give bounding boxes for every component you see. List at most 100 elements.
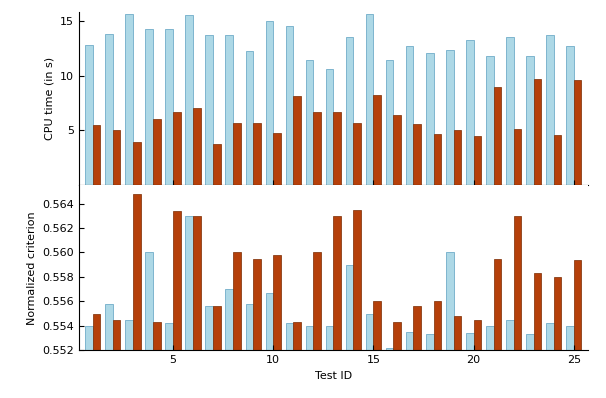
Bar [386,348,393,398]
Bar [393,322,401,398]
Bar [514,216,521,398]
Bar [293,96,301,185]
Bar [466,41,473,185]
Bar [554,277,561,398]
Bar [534,273,541,398]
Bar [265,293,273,398]
Bar [473,320,481,398]
Bar [453,316,461,398]
Bar [353,210,361,398]
Bar [285,323,293,398]
Bar [426,334,433,398]
Bar [85,326,93,398]
Bar [373,95,381,185]
Bar [534,79,541,185]
Bar [213,144,221,185]
Bar [566,46,574,185]
Bar [105,34,113,185]
Bar [193,216,201,398]
Bar [486,56,494,185]
Bar [165,29,173,185]
Bar [546,323,554,398]
Bar [506,37,514,185]
Bar [346,37,353,185]
Bar [105,304,113,398]
Bar [546,35,554,185]
Bar [173,112,181,185]
Bar [125,14,133,185]
Bar [305,60,313,185]
Bar [165,323,173,398]
Bar [313,252,321,398]
Bar [145,29,153,185]
Bar [125,320,133,398]
Bar [293,322,301,398]
Legend: BMM, JMM: BMM, JMM [84,269,145,304]
Bar [466,333,473,398]
Bar [526,56,534,185]
Bar [473,136,481,185]
Bar [353,123,361,185]
Bar [93,314,101,398]
Bar [366,314,373,398]
Bar [253,123,261,185]
Bar [433,134,441,185]
Bar [406,46,413,185]
Bar [333,216,341,398]
Bar [406,332,413,398]
Bar [273,255,281,398]
Bar [426,53,433,185]
Bar [574,80,581,185]
Bar [245,304,253,398]
Bar [566,326,574,398]
Bar [413,124,421,185]
Bar [285,26,293,185]
Bar [93,125,101,185]
Bar [225,35,233,185]
Bar [486,326,494,398]
Bar [333,112,341,185]
Bar [514,129,521,185]
Bar [305,326,313,398]
Bar [133,194,141,398]
Bar [366,14,373,185]
Bar [526,334,534,398]
Bar [205,35,213,185]
X-axis label: Test ID: Test ID [315,371,352,380]
Bar [233,123,241,185]
Bar [453,131,461,185]
Bar [193,108,201,185]
Bar [113,131,121,185]
Y-axis label: Normalized criterion: Normalized criterion [27,211,36,324]
Bar [433,301,441,398]
Bar [153,322,161,398]
Bar [173,211,181,398]
Bar [325,326,333,398]
Bar [554,135,561,185]
Bar [145,252,153,398]
Bar [446,252,453,398]
Bar [253,259,261,398]
Bar [494,259,501,398]
Bar [225,289,233,398]
Bar [185,216,193,398]
Bar [205,306,213,398]
Bar [494,86,501,185]
Bar [393,115,401,185]
Bar [346,265,353,398]
Bar [313,112,321,185]
Bar [113,320,121,398]
Bar [506,320,514,398]
Bar [574,260,581,398]
Y-axis label: CPU time (in s): CPU time (in s) [44,57,55,140]
Bar [185,15,193,185]
Bar [213,306,221,398]
Bar [233,252,241,398]
Bar [446,50,453,185]
Bar [386,60,393,185]
Bar [413,306,421,398]
Bar [325,69,333,185]
Bar [273,133,281,185]
Bar [265,21,273,185]
Bar [373,301,381,398]
